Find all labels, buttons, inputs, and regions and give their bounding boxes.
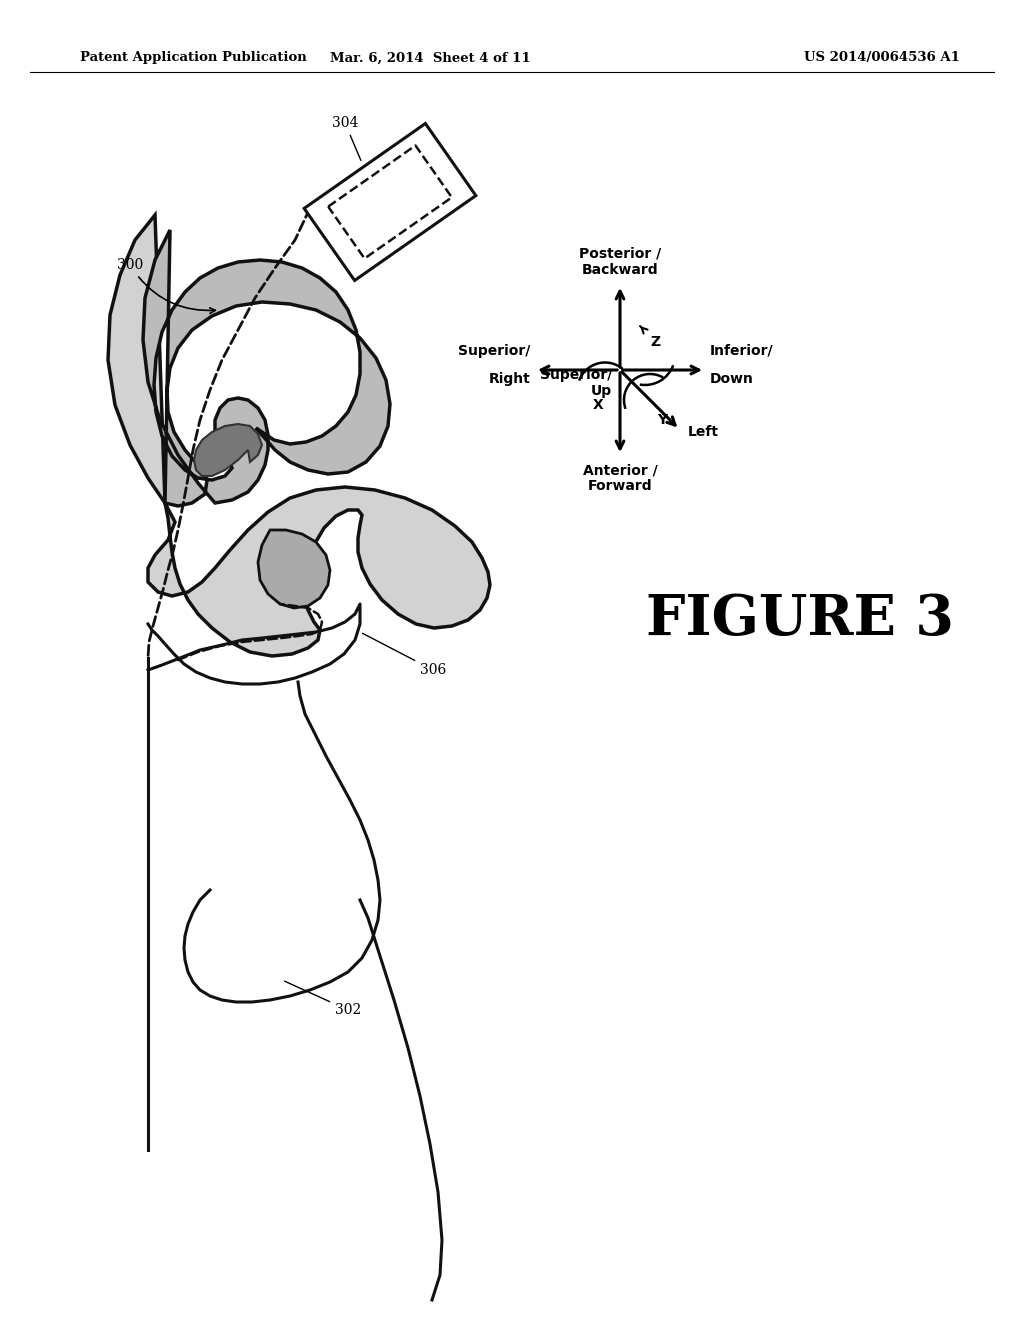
Text: Y: Y xyxy=(657,413,667,426)
Polygon shape xyxy=(194,424,262,477)
Text: FIGURE 3: FIGURE 3 xyxy=(646,593,954,648)
Text: 300: 300 xyxy=(117,257,215,313)
Polygon shape xyxy=(108,215,490,656)
Text: US 2014/0064536 A1: US 2014/0064536 A1 xyxy=(804,51,961,65)
Text: Down: Down xyxy=(710,372,754,385)
Text: Posterior /
Backward: Posterior / Backward xyxy=(579,247,662,277)
Text: Superior/: Superior/ xyxy=(458,345,530,358)
Text: Anterior /
Forward: Anterior / Forward xyxy=(583,463,657,494)
Text: Mar. 6, 2014  Sheet 4 of 11: Mar. 6, 2014 Sheet 4 of 11 xyxy=(330,51,530,65)
Text: Inferior/: Inferior/ xyxy=(710,345,773,358)
Text: 306: 306 xyxy=(362,634,446,677)
Polygon shape xyxy=(304,124,476,280)
Text: Patent Application Publication: Patent Application Publication xyxy=(80,51,307,65)
Text: 302: 302 xyxy=(285,981,361,1016)
Polygon shape xyxy=(143,230,390,506)
Text: Z: Z xyxy=(650,335,660,348)
Text: 304: 304 xyxy=(332,116,360,161)
Text: Right: Right xyxy=(488,372,530,385)
Text: Left: Left xyxy=(687,425,719,438)
Text: X: X xyxy=(593,399,603,412)
Polygon shape xyxy=(258,531,330,609)
Text: Superior/
Up: Superior/ Up xyxy=(540,368,612,399)
